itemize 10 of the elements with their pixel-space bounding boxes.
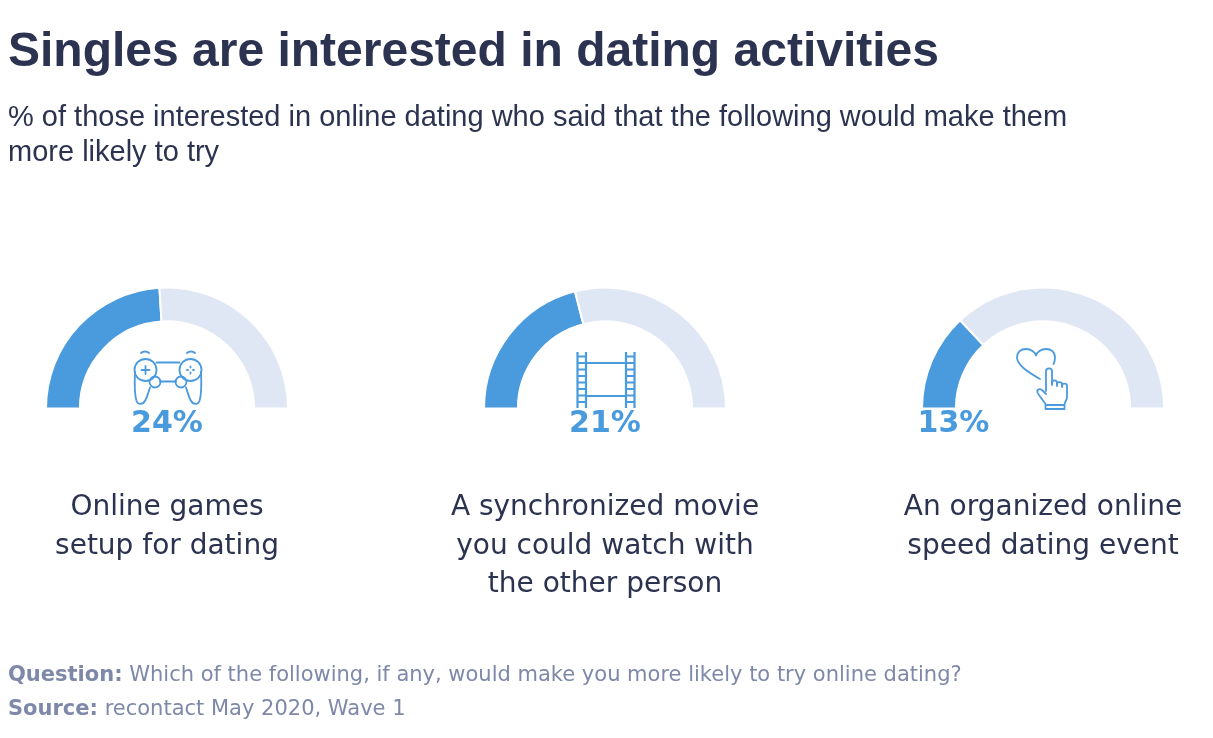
text: An organized online speed dating event	[902, 488, 1184, 563]
data-label: 21%	[568, 404, 642, 440]
source-note: Source: recontact May 2020, Wave 1	[8, 696, 406, 720]
text: Singles are interested in dating activities	[8, 22, 939, 77]
text: Online games setup for dating	[54, 488, 280, 563]
data-label: 13%	[916, 404, 991, 440]
text: Question: Which of the following, if any, would make you more likely to try online dating?	[8, 662, 962, 686]
text: A synchronized movie you could watch with the other person	[449, 488, 761, 601]
text: % of those interested in online dating who said that the following would make them more likely to try	[8, 99, 1069, 169]
data-label: 24%	[130, 404, 204, 440]
